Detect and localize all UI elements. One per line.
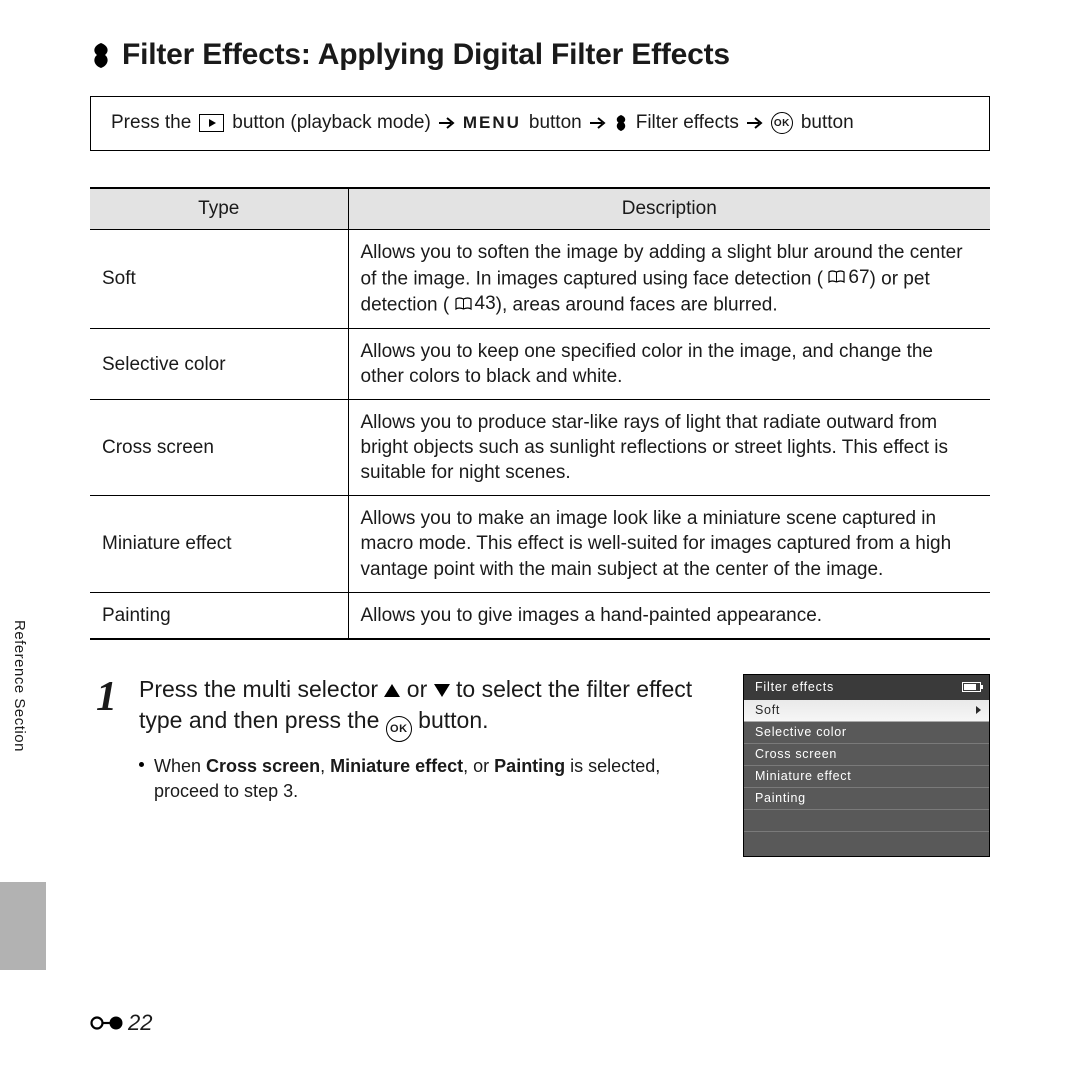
bullet-dot-icon <box>139 762 144 767</box>
cell-desc: Allows you to keep one specified color i… <box>348 328 990 399</box>
ok-button-icon: OK <box>386 716 412 742</box>
step-1: 1 Press the multi selector or to select … <box>96 674 990 857</box>
table-row: Painting Allows you to give images a han… <box>90 592 990 639</box>
side-section-label: Reference Section <box>11 620 28 752</box>
step-bullet: When Cross screen, Miniature effect, or … <box>139 754 721 804</box>
cell-type: Miniature effect <box>90 496 348 592</box>
screen-menu-item: Painting <box>744 788 989 810</box>
cell-desc: Allows you to produce star-like rays of … <box>348 400 990 496</box>
table-header-type: Type <box>90 188 348 230</box>
nav-text: button <box>801 111 854 136</box>
screen-menu-item: Soft <box>744 700 989 722</box>
cell-desc: Allows you to soften the image by adding… <box>348 229 990 328</box>
nav-text: button (playback mode) <box>232 111 431 136</box>
menu-label: MENU <box>463 112 521 134</box>
page-ref-icon: 67 <box>828 265 869 290</box>
table-row: Soft Allows you to soften the image by a… <box>90 229 990 328</box>
screen-menu-item: Cross screen <box>744 744 989 766</box>
up-triangle-icon <box>384 674 400 705</box>
table-header-description: Description <box>348 188 990 230</box>
page-title: Filter Effects: Applying Digital Filter … <box>122 38 730 72</box>
table-row: Miniature effect Allows you to make an i… <box>90 496 990 592</box>
cell-type: Painting <box>90 592 348 639</box>
arrow-right-icon <box>747 113 763 133</box>
navigation-path-box: Press the button (playback mode) MENU bu… <box>90 96 990 151</box>
filter-icon <box>90 43 112 68</box>
screen-menu-item-empty <box>744 810 989 832</box>
camera-screen-mock: Filter effects SoftSelective colorCross … <box>743 674 990 857</box>
page-number: 22 <box>90 1010 152 1036</box>
page-title-row: Filter Effects: Applying Digital Filter … <box>90 38 990 72</box>
screen-header: Filter effects <box>744 675 989 700</box>
cell-type: Selective color <box>90 328 348 399</box>
cell-desc: Allows you to give images a hand-painted… <box>348 592 990 639</box>
screen-menu-list: SoftSelective colorCross screenMiniature… <box>744 700 989 856</box>
battery-icon <box>962 682 981 692</box>
table-row: Cross screen Allows you to produce star-… <box>90 400 990 496</box>
nav-text: Press the <box>111 111 191 136</box>
step-heading: Press the multi selector or to select th… <box>139 674 721 742</box>
playback-icon <box>199 114 224 132</box>
ok-button-icon: OK <box>771 112 793 134</box>
arrow-right-icon <box>439 113 455 133</box>
screen-menu-item: Miniature effect <box>744 766 989 788</box>
nav-text: button <box>529 111 582 136</box>
cell-type: Cross screen <box>90 400 348 496</box>
side-thumb-tab <box>0 882 46 970</box>
filter-icon-small <box>614 113 628 133</box>
arrow-right-icon <box>590 113 606 133</box>
page-ref-icon: 43 <box>455 291 496 316</box>
cell-type: Soft <box>90 229 348 328</box>
screen-title: Filter effects <box>755 680 834 694</box>
screen-menu-item-empty <box>744 832 989 854</box>
filters-table: Type Description Soft Allows you to soft… <box>90 187 990 640</box>
nav-text: Filter effects <box>636 111 739 136</box>
down-triangle-icon <box>434 674 450 705</box>
table-row: Selective color Allows you to keep one s… <box>90 328 990 399</box>
page-link-icon <box>90 1013 124 1033</box>
cell-desc: Allows you to make an image look like a … <box>348 496 990 592</box>
screen-menu-item: Selective color <box>744 722 989 744</box>
step-number: 1 <box>96 676 117 718</box>
